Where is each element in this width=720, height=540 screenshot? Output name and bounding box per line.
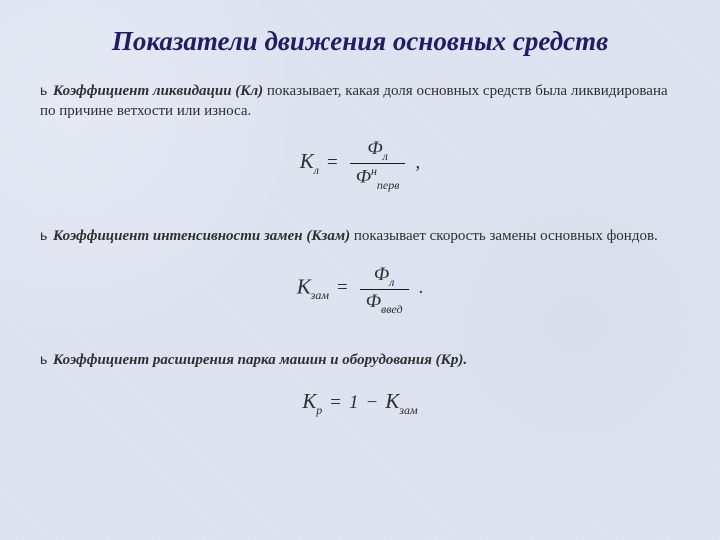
f2-den: Ф [366, 291, 381, 312]
f2-Ksub: зам [311, 288, 329, 302]
f2-K: К [297, 274, 311, 298]
f3-K2sub: зам [399, 403, 417, 417]
f2-num: Ф [374, 264, 389, 285]
f1-tail: , [415, 152, 420, 173]
f2-tail: . [419, 277, 424, 298]
formula-1: Кл = Фл Фнперв , [40, 139, 680, 190]
f1-Ksub: л [314, 163, 319, 177]
item-3: ь Коэффициент расширения парка машин и о… [40, 350, 680, 371]
term-2: Коэффициент интенсивности замен (Кзам) [53, 228, 350, 244]
equals: = [327, 152, 338, 173]
f1-den: Ф [356, 167, 371, 188]
desc-2: показывает скорость замены основных фонд… [350, 228, 658, 244]
formula-2: Кзам = Фл Фввед . [40, 265, 680, 315]
f1-num: Ф [367, 138, 382, 159]
f1-K: К [300, 149, 314, 173]
page-title: Показатели движения основных средств [40, 26, 680, 57]
f3-K2: К [385, 389, 399, 413]
f1-fraction: Фл Фнперв [350, 139, 406, 190]
equals: = [337, 277, 348, 298]
f2-num-sub: л [389, 275, 394, 289]
item-2: ь Коэффициент интенсивности замен (Кзам)… [40, 226, 680, 247]
item-1: ь Коэффициент ликвидации (Кл) показывает… [40, 81, 680, 121]
minus: − [366, 392, 379, 413]
f3-one: 1 [349, 392, 359, 413]
term-3: Коэффициент расширения парка машин и обо… [53, 352, 467, 368]
equals: = [330, 392, 341, 413]
term-1: Коэффициент ликвидации (Кл) [53, 83, 263, 99]
f2-fraction: Фл Фввед [360, 265, 409, 315]
bullet-mark: ь [40, 351, 47, 367]
f1-den-sub: перв [377, 178, 400, 192]
f2-den-sub: введ [381, 302, 403, 316]
f3-Ksub: р [316, 403, 322, 417]
bullet-mark: ь [40, 227, 47, 243]
f3-K: К [302, 389, 316, 413]
formula-3: Кр = 1 − Кзам [40, 389, 680, 416]
f1-num-sub: л [383, 149, 388, 163]
f1-den-sup: н [371, 164, 377, 178]
bullet-mark: ь [40, 82, 47, 98]
